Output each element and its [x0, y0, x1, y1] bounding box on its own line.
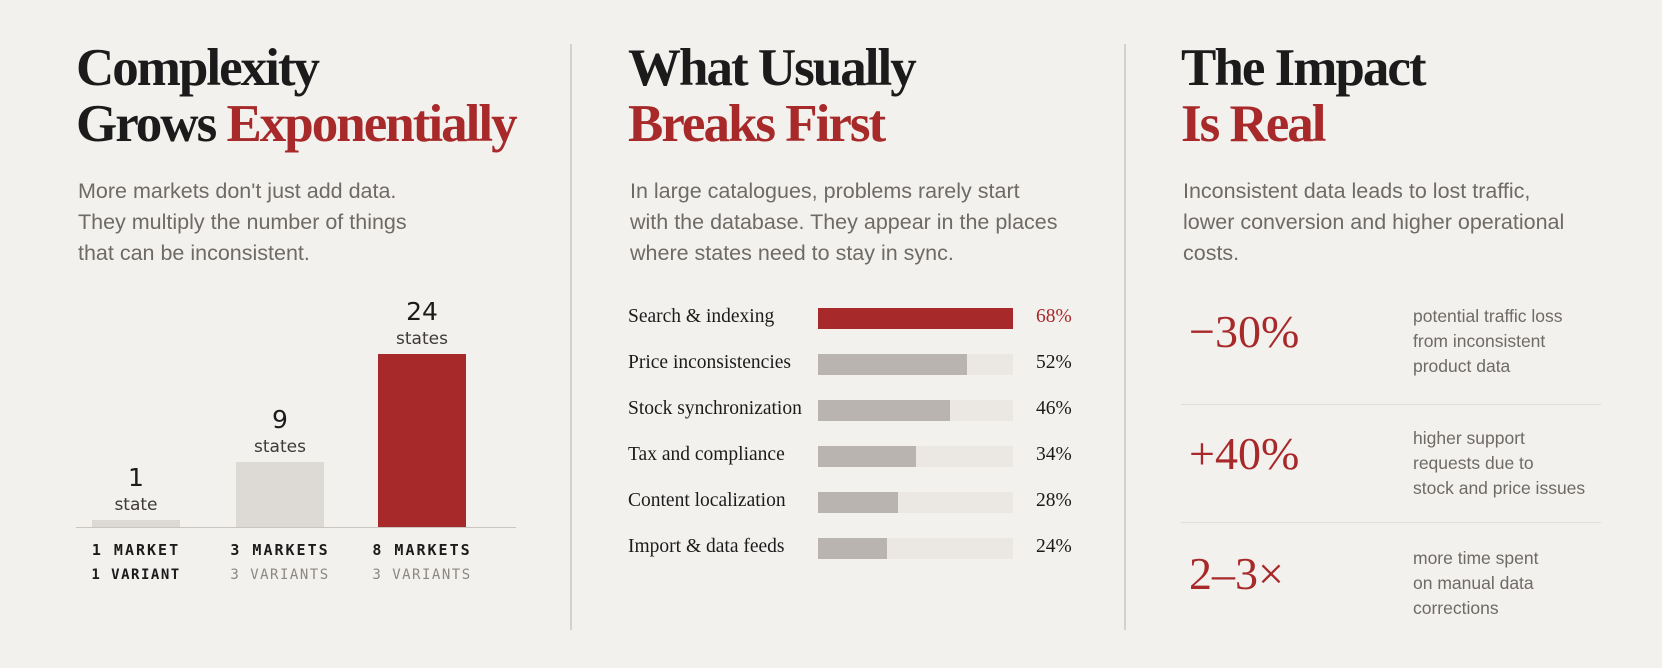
bar-fill	[818, 400, 950, 421]
variant-label: 1 VARIANT	[91, 567, 181, 583]
category-label: Import & data feeds	[628, 536, 785, 557]
desc-line: product data	[1413, 356, 1511, 376]
title-line-1: The Impact	[1181, 39, 1427, 97]
title-line-2-plain: Grows	[76, 95, 227, 153]
lead-line: More markets don't just add data.	[78, 179, 397, 203]
lead-line: lower conversion and higher operational	[1183, 210, 1565, 234]
stat-description: potential traffic loss from inconsistent…	[1413, 304, 1613, 379]
market-label: 8 MARKETS	[372, 541, 472, 559]
category-label: 8 MARKETS 3 VARIANTS	[342, 539, 502, 589]
bar-value-label: 68%	[1036, 306, 1072, 327]
bar-row: Content localization 28%	[628, 488, 1098, 514]
column-divider	[1124, 44, 1126, 630]
bar-row: Tax and compliance 34%	[628, 442, 1098, 468]
bar-value-label: 28%	[1036, 490, 1072, 511]
panel-lead: Inconsistent data leads to lost traffic,…	[1183, 176, 1564, 269]
bar-value-label: 9 states	[210, 404, 350, 458]
lead-line: Inconsistent data leads to lost traffic,	[1183, 179, 1531, 203]
desc-line: more time spent	[1413, 548, 1539, 568]
stat-description: more time spent on manual data correctio…	[1413, 546, 1613, 621]
stat-separator	[1181, 404, 1601, 405]
desc-line: higher support	[1413, 428, 1525, 448]
desc-line: corrections	[1413, 598, 1499, 618]
bar-2	[236, 462, 324, 527]
column-divider	[570, 44, 572, 630]
lead-line: In large catalogues, problems rarely sta…	[630, 179, 1020, 203]
title-line-1: What Usually	[628, 39, 917, 97]
stat-value: 2–3×	[1189, 548, 1284, 599]
bar-fill	[818, 446, 916, 467]
bar-value-label: 46%	[1036, 398, 1072, 419]
bar-row: Stock synchronization 46%	[628, 396, 1098, 422]
bar-value-label: 1 state	[66, 462, 206, 516]
lead-line: costs.	[1183, 241, 1240, 265]
market-label: 1 MARKET	[91, 541, 181, 559]
bar-value-label: 52%	[1036, 352, 1072, 373]
bar-row: Import & data feeds 24%	[628, 534, 1098, 560]
breaks-first-panel: What Usually Breaks First In large catal…	[628, 0, 1098, 668]
bar-fill	[818, 492, 899, 513]
bar-value-unit: states	[396, 329, 448, 349]
lead-line: where states need to stay in sync.	[630, 241, 954, 265]
impact-panel: The Impact Is Real Inconsistent data lea…	[1181, 0, 1621, 668]
category-label: Search & indexing	[628, 306, 775, 327]
category-label: 3 MARKETS 3 VARIANTS	[200, 539, 360, 589]
desc-line: stock and price issues	[1413, 478, 1586, 498]
bar-value-unit: states	[254, 437, 306, 458]
bar-track	[818, 492, 1013, 513]
panel-lead: In large catalogues, problems rarely sta…	[630, 176, 1058, 269]
lead-line: with the database. They appear in the pl…	[630, 210, 1058, 234]
complexity-panel: Complexity Grows Exponentially More mark…	[76, 0, 546, 668]
bar-track	[818, 308, 1013, 329]
bar-track	[818, 446, 1013, 467]
desc-line: on manual data	[1413, 573, 1534, 593]
panel-lead: More markets don't just add data. They m…	[78, 176, 407, 269]
desc-line: potential traffic loss	[1413, 306, 1563, 326]
variant-label: 3 VARIANTS	[372, 567, 472, 583]
category-label: Price inconsistencies	[628, 352, 791, 373]
lead-line: that can be inconsistent.	[78, 241, 310, 265]
bar-row: Search & indexing 68%	[628, 304, 1098, 330]
bar-row: Price inconsistencies 52%	[628, 350, 1098, 376]
panel-title: The Impact Is Real	[1181, 39, 1427, 153]
bar-3	[378, 354, 466, 527]
title-line-2-accent: Exponentially	[226, 95, 517, 153]
bar-track	[818, 400, 1013, 421]
bar-value: 24	[406, 297, 438, 326]
states-bar-chart: 1 state 1 MARKET 1 VARIANT 9 states 3 MARKETS 3…	[76, 260, 516, 590]
panel-title: What Usually Breaks First	[628, 39, 917, 153]
bar-value-unit: state	[114, 494, 158, 515]
category-label: 1 MARKET 1 VARIANT	[56, 539, 216, 589]
stat-value: +40%	[1189, 428, 1300, 479]
desc-line: requests due to	[1413, 453, 1534, 473]
category-label: Tax and compliance	[628, 444, 785, 465]
bar-value: 1	[128, 462, 144, 492]
bar-value-label: 24%	[1036, 536, 1072, 557]
panel-title: Complexity Grows Exponentially	[76, 39, 518, 153]
bar-fill	[818, 538, 887, 559]
variant-label: 3 VARIANTS	[230, 567, 330, 583]
bar-1	[92, 519, 180, 527]
title-line-1: Complexity	[76, 39, 320, 97]
market-label: 3 MARKETS	[230, 541, 330, 559]
title-line-2-accent: Breaks First	[628, 95, 886, 153]
category-label: Content localization	[628, 490, 786, 511]
bar-fill	[818, 354, 968, 375]
stat-value: −30%	[1189, 306, 1300, 357]
stat-separator	[1181, 522, 1601, 523]
bar-fill	[818, 308, 1013, 329]
desc-line: from inconsistent	[1413, 331, 1546, 351]
lead-line: They multiply the number of things	[78, 210, 407, 234]
bar-track	[818, 538, 1013, 559]
title-line-2-accent: Is Real	[1181, 95, 1327, 153]
bar-value: 9	[272, 405, 288, 435]
category-label: Stock synchronization	[628, 398, 802, 419]
bar-track	[818, 354, 1013, 375]
stat-description: higher support requests due to stock and…	[1413, 426, 1613, 501]
bar-value-label: 24 states	[352, 296, 492, 350]
chart-baseline	[76, 527, 516, 528]
bar-value-label: 34%	[1036, 444, 1072, 465]
